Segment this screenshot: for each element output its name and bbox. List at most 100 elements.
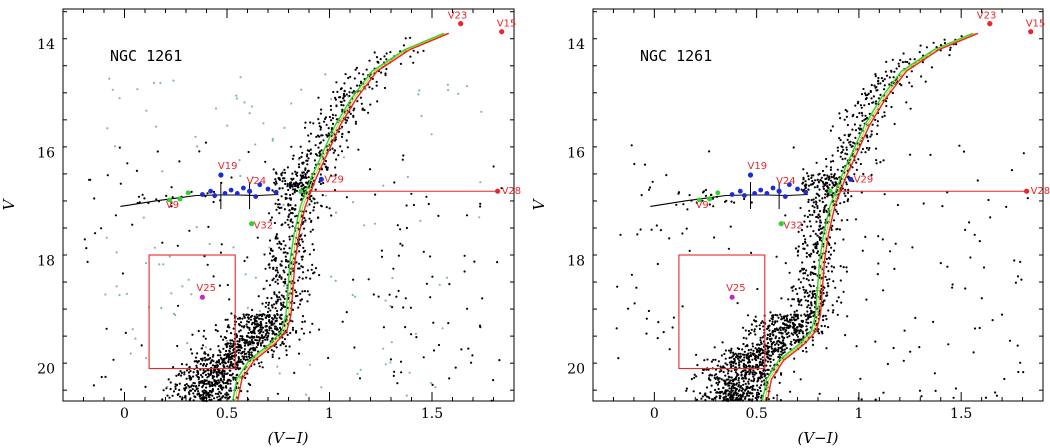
star-point bbox=[290, 145, 293, 148]
star-point bbox=[368, 168, 372, 171]
star-point bbox=[736, 392, 739, 395]
star-point bbox=[746, 394, 749, 397]
star-point bbox=[749, 351, 752, 354]
star-point bbox=[221, 369, 224, 372]
star-point bbox=[266, 336, 269, 339]
star-point bbox=[352, 90, 355, 93]
star-point bbox=[874, 102, 878, 105]
star-point bbox=[864, 235, 867, 238]
star-point bbox=[300, 181, 303, 184]
star-point bbox=[685, 387, 689, 390]
star-point bbox=[246, 335, 249, 338]
star-point bbox=[301, 175, 305, 178]
star-point bbox=[259, 342, 262, 345]
star-point bbox=[843, 134, 846, 137]
star-point bbox=[829, 253, 833, 256]
star-point bbox=[885, 60, 888, 64]
star-point bbox=[798, 330, 802, 333]
star-point bbox=[775, 255, 778, 258]
star-point bbox=[798, 287, 801, 290]
star-point bbox=[463, 254, 466, 257]
zahb-track bbox=[650, 193, 808, 207]
field-star bbox=[282, 203, 285, 206]
star-point bbox=[271, 189, 274, 192]
star-point bbox=[281, 187, 284, 190]
star-point bbox=[830, 265, 833, 268]
star-point bbox=[710, 374, 714, 377]
star-point bbox=[785, 319, 788, 322]
star-point bbox=[958, 144, 961, 147]
star-point bbox=[859, 162, 863, 166]
star-point bbox=[805, 332, 809, 335]
star-point bbox=[851, 166, 854, 169]
variable-label-v23: V23 bbox=[977, 11, 997, 22]
star-point bbox=[908, 62, 911, 65]
star-point bbox=[290, 177, 293, 180]
star-point bbox=[317, 96, 320, 99]
star-point bbox=[804, 238, 807, 241]
star-point bbox=[285, 258, 288, 261]
star-point bbox=[797, 299, 800, 302]
star-point bbox=[236, 340, 239, 343]
star-point bbox=[804, 299, 807, 302]
star-point bbox=[326, 168, 329, 171]
star-point bbox=[310, 200, 313, 203]
star-point bbox=[391, 306, 394, 309]
star-point bbox=[347, 76, 350, 80]
star-point bbox=[405, 204, 408, 207]
star-point bbox=[211, 381, 214, 384]
field-star bbox=[334, 211, 338, 214]
star-point bbox=[275, 233, 278, 236]
star-point bbox=[243, 315, 246, 318]
field-star bbox=[479, 181, 482, 184]
star-point bbox=[746, 314, 750, 317]
star-point bbox=[299, 292, 302, 295]
star-point bbox=[636, 233, 639, 236]
star-point bbox=[816, 178, 819, 181]
star-point bbox=[715, 373, 718, 376]
star-point bbox=[333, 149, 336, 152]
star-point bbox=[383, 86, 386, 90]
star-point bbox=[412, 61, 415, 64]
star-point bbox=[248, 336, 251, 339]
variable-label-v28: V28 bbox=[502, 186, 522, 197]
rr-lyrae-star bbox=[803, 189, 809, 195]
star-point bbox=[772, 323, 775, 326]
star-point bbox=[208, 389, 211, 392]
star-point bbox=[335, 105, 338, 108]
star-point bbox=[812, 250, 815, 254]
star-point bbox=[284, 244, 287, 247]
field-star bbox=[430, 381, 433, 385]
star-point bbox=[746, 354, 749, 357]
star-point bbox=[708, 374, 711, 377]
variable-label-v32: V32 bbox=[783, 221, 803, 232]
star-point bbox=[252, 331, 255, 334]
field-star bbox=[419, 219, 422, 222]
star-point bbox=[261, 341, 264, 344]
field-star bbox=[351, 293, 354, 297]
star-point bbox=[208, 398, 211, 402]
y-axis-label: V bbox=[0, 197, 18, 210]
star-point bbox=[200, 347, 204, 350]
star-point bbox=[801, 242, 805, 245]
field-star bbox=[144, 262, 148, 265]
rr-lyrae-star bbox=[787, 182, 792, 188]
star-point bbox=[751, 345, 755, 348]
variable-star-v29 bbox=[318, 176, 324, 182]
star-point bbox=[771, 341, 775, 344]
star-point bbox=[830, 193, 833, 197]
variable-label-v25: V25 bbox=[196, 283, 216, 294]
star-point bbox=[204, 391, 207, 394]
star-point bbox=[232, 348, 235, 352]
star-point bbox=[243, 344, 246, 347]
star-point bbox=[730, 361, 733, 364]
star-point bbox=[492, 379, 495, 382]
star-point bbox=[834, 286, 837, 289]
star-point bbox=[320, 205, 323, 208]
star-point bbox=[787, 298, 790, 301]
star-point bbox=[854, 218, 858, 221]
star-point bbox=[351, 91, 354, 94]
star-point bbox=[766, 336, 769, 340]
star-point bbox=[291, 192, 294, 195]
star-point bbox=[281, 223, 284, 226]
